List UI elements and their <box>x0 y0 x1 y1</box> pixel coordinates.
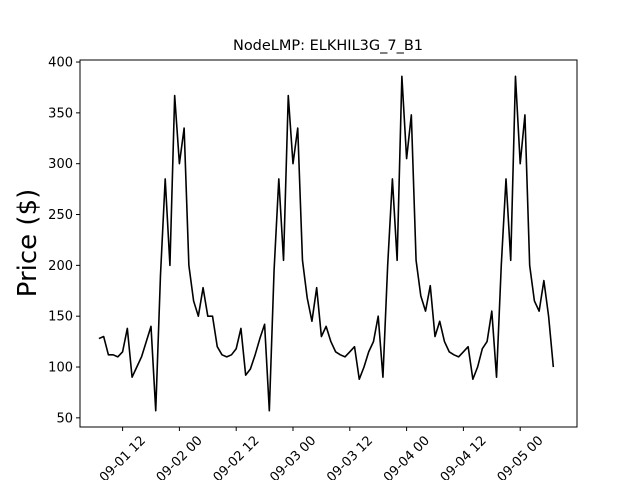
x-tick-label: 09-05 00 <box>495 433 547 480</box>
x-tick-label: 09-04 00 <box>381 433 433 480</box>
chart-title: NodeLMP: ELKHIL3G_7_B1 <box>233 38 423 54</box>
x-tick-label: 09-04 12 <box>438 433 490 480</box>
y-tick-label: 400 <box>48 56 73 71</box>
y-tick-label: 50 <box>56 411 73 426</box>
x-tick-label: 09-02 12 <box>211 433 263 480</box>
plot-frame <box>79 59 578 428</box>
x-tick-label: 09-03 00 <box>267 433 319 480</box>
y-tick-label: 200 <box>48 259 73 274</box>
price-line <box>98 75 555 412</box>
y-axis-label: Price ($) <box>13 189 43 298</box>
y-tick-label: 300 <box>48 157 73 172</box>
y-tick-label: 350 <box>48 106 73 121</box>
x-tick-label: 09-01 12 <box>97 433 149 480</box>
y-tick-label: 100 <box>48 361 73 376</box>
y-tick-label: 150 <box>48 310 73 325</box>
x-tick-label: 09-02 00 <box>154 433 206 480</box>
y-tick-label: 250 <box>48 208 73 223</box>
x-tick-label: 09-03 12 <box>324 433 376 480</box>
